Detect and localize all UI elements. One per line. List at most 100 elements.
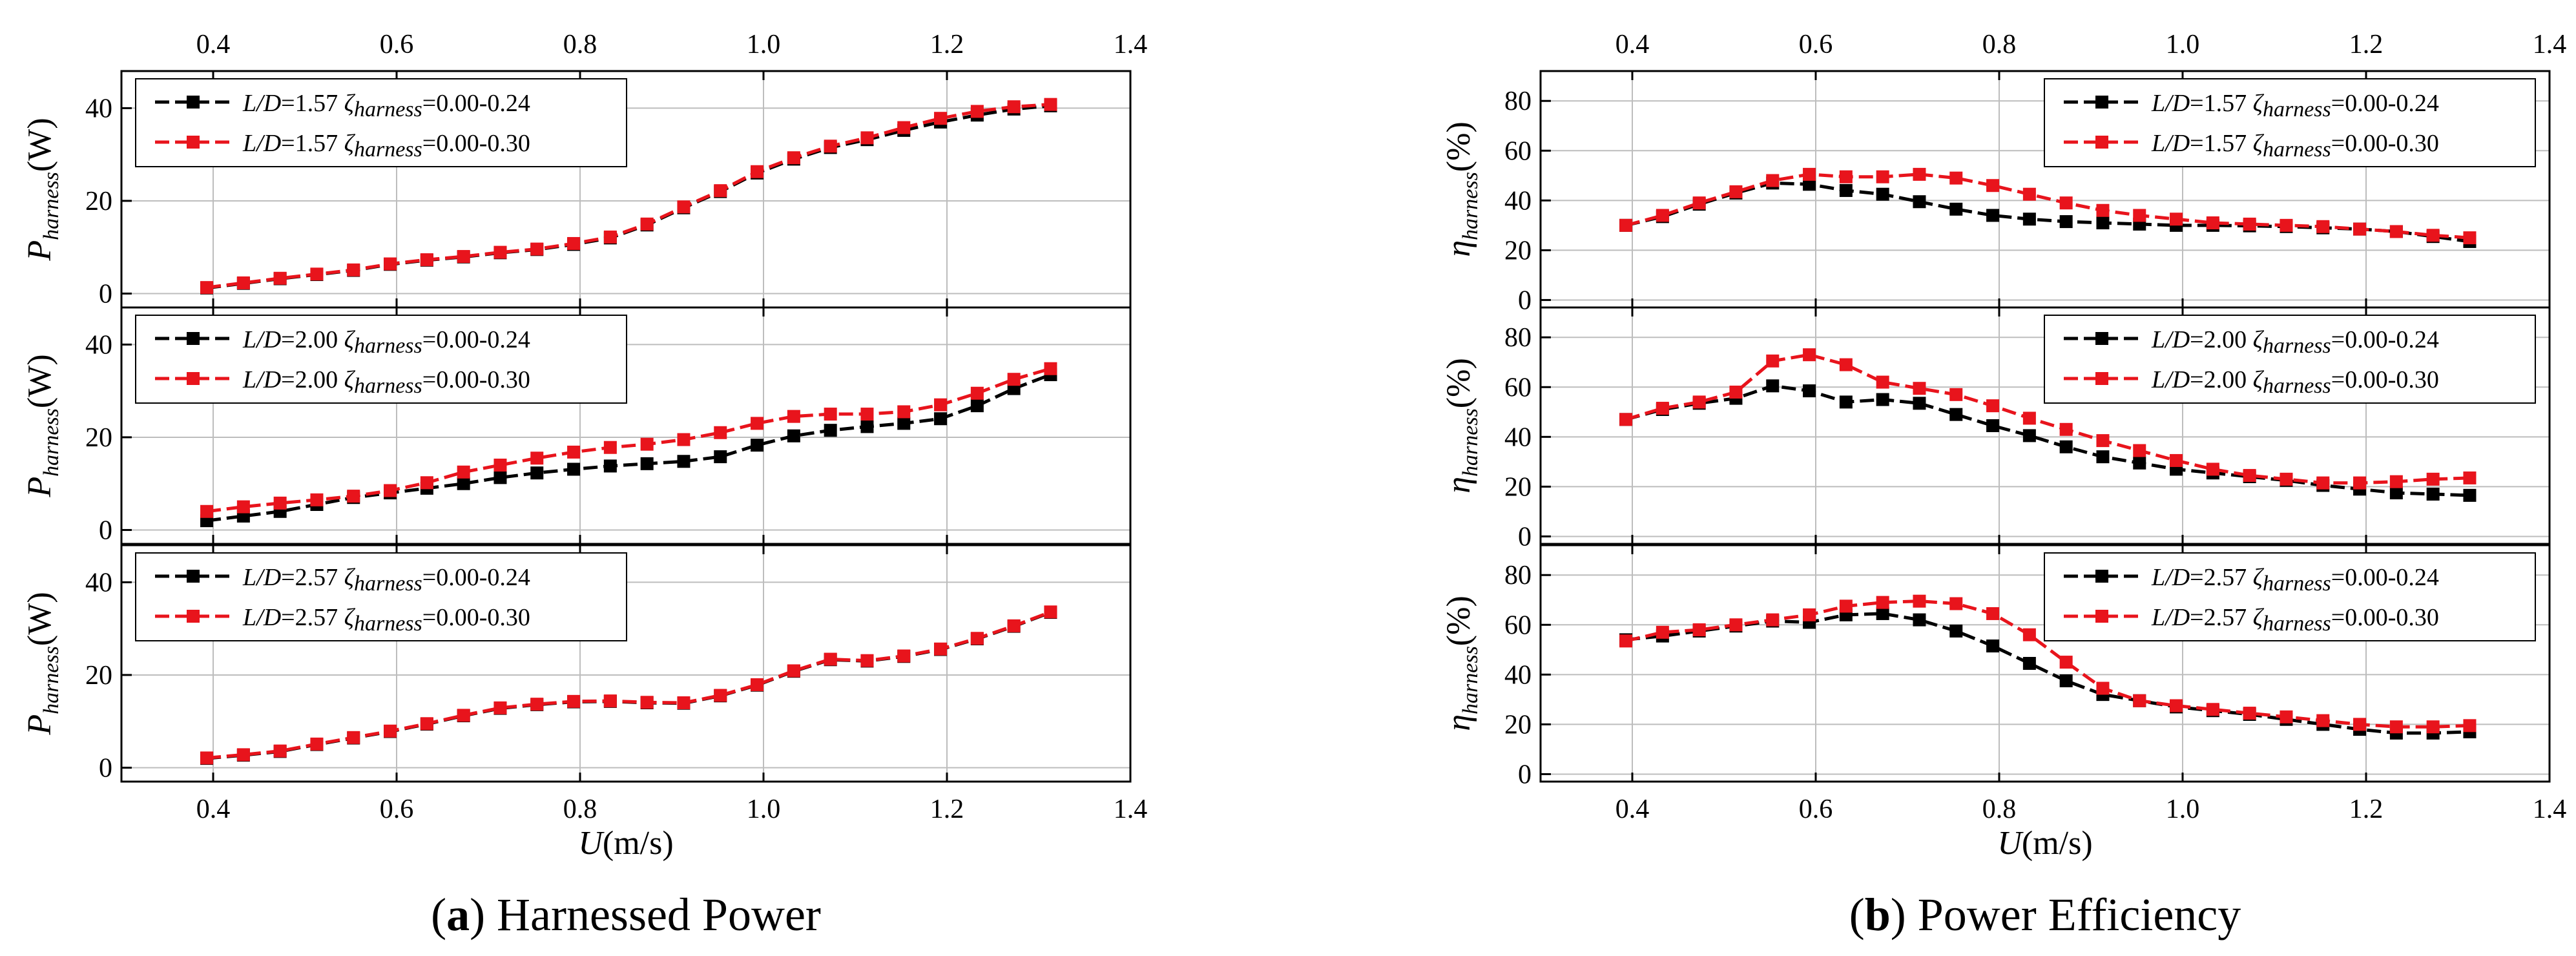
- data-point: [493, 459, 507, 472]
- data-point: [1656, 625, 1669, 639]
- data-point: [2463, 488, 2477, 502]
- data-point: [1949, 202, 1963, 216]
- data-point: [1913, 382, 1926, 395]
- data-point: [2389, 486, 2403, 500]
- data-point: [1692, 623, 1706, 636]
- data-point: [860, 654, 874, 667]
- data-point: [347, 731, 360, 744]
- legend-entry-label: L/D=1.57 ζharness=0.00-0.30: [242, 130, 530, 161]
- data-point: [1044, 98, 1057, 111]
- data-point: [1913, 167, 1926, 181]
- data-point: [640, 457, 654, 470]
- data-point: [1986, 399, 2000, 413]
- data-point: [2170, 213, 2183, 226]
- legend-entry-label: L/D=2.57 ζharness=0.00-0.30: [242, 604, 530, 636]
- data-point: [310, 267, 324, 281]
- data-point: [1949, 624, 1963, 638]
- legend-entry-label: L/D=2.57 ζharness=0.00-0.24: [2151, 564, 2439, 596]
- x-tick-label-top: 1.2: [930, 30, 964, 59]
- data-point: [2059, 196, 2073, 210]
- data-point: [1044, 362, 1057, 375]
- data-point: [1949, 408, 1963, 421]
- data-point: [1839, 395, 1853, 409]
- data-point: [1876, 596, 1889, 609]
- data-point: [2316, 476, 2330, 490]
- data-point: [2022, 187, 2036, 201]
- data-point: [384, 484, 397, 497]
- data-point: [714, 689, 727, 702]
- data-point: [2206, 216, 2219, 230]
- data-point: [1876, 393, 1889, 406]
- x-axis-b: 0.4 0.4 0.6 0.6 0.8 0.8 1.0 1.0 1.2 1.2 1.4 1.4 U(m/…: [1615, 30, 2567, 940]
- data-point: [1007, 100, 1021, 114]
- x-tick-label-top: 1.4: [1114, 30, 1148, 59]
- data-point: [1876, 375, 1889, 389]
- y-tick-label: 0: [99, 515, 112, 545]
- data-point: [824, 652, 837, 666]
- y-tick-label: 40: [1504, 422, 1532, 452]
- data-point: [824, 408, 837, 421]
- data-point: [751, 417, 764, 430]
- legend-swatch-marker: [2095, 96, 2108, 109]
- data-point: [714, 184, 727, 198]
- data-point: [2463, 231, 2477, 245]
- x-tick-label-bottom: 1.4: [1114, 795, 1148, 824]
- y-tick-label: 40: [1504, 186, 1532, 216]
- legend-entry-label: L/D=2.57 ζharness=0.00-0.30: [2151, 604, 2439, 636]
- data-point: [384, 257, 397, 271]
- data-point: [1803, 348, 1816, 362]
- y-tick-label: 0: [1518, 760, 1532, 789]
- data-point: [2426, 720, 2440, 734]
- data-point: [2022, 628, 2036, 641]
- y-tick-label: 0: [99, 279, 112, 309]
- legend-swatch-marker: [187, 610, 200, 623]
- data-point: [603, 694, 617, 708]
- legend-entry-label: L/D=2.00 ζharness=0.00-0.30: [242, 366, 530, 398]
- data-point: [714, 450, 727, 464]
- legend: L/D=2.57 ζharness=0.00-0.24 L/D=2.57 ζhar…: [2044, 552, 2536, 641]
- data-point: [860, 131, 874, 145]
- data-point: [567, 236, 581, 250]
- x-tick-label-top: 0.4: [196, 30, 231, 59]
- x-tick-label-bottom: 0.6: [1799, 795, 1833, 824]
- data-point: [1803, 608, 1816, 621]
- data-point: [1766, 354, 1780, 368]
- data-point: [2243, 469, 2256, 483]
- data-point: [2096, 681, 2110, 695]
- data-point: [2133, 444, 2146, 457]
- data-point: [787, 151, 800, 165]
- x-tick-label-top: 1.0: [747, 30, 781, 59]
- data-point: [2059, 215, 2073, 229]
- legend-swatch-marker: [2095, 610, 2108, 623]
- data-point: [1803, 384, 1816, 398]
- legend-entry-label: L/D=2.00 ζharness=0.00-0.30: [2151, 366, 2439, 398]
- plot-panel-b-2: 0 20 40 60 80 ηharness(%) L/D=2.00 ζharness=0.…: [1440, 306, 2551, 552]
- plot-panel-a-3: 0 20 40 Pharness(W) L/D=2.57 ζharness=0.00-0…: [21, 544, 1132, 783]
- x-tick-label-bottom: 0.4: [1615, 795, 1650, 824]
- data-point: [2353, 222, 2367, 236]
- legend-entry-label: L/D=2.57 ζharness=0.00-0.24: [242, 564, 530, 596]
- data-point: [420, 476, 433, 490]
- data-point: [2243, 707, 2256, 720]
- data-point: [2280, 472, 2293, 486]
- data-point: [2096, 203, 2110, 217]
- data-point: [200, 751, 214, 765]
- data-point: [1729, 618, 1743, 632]
- y-tick-label: 20: [85, 187, 112, 216]
- data-point: [934, 398, 948, 411]
- data-point: [677, 200, 691, 214]
- legend: L/D=2.00 ζharness=0.00-0.24 L/D=2.00 ζhar…: [2044, 315, 2536, 404]
- x-tick-label-bottom: 1.0: [2166, 795, 2200, 824]
- data-point: [2133, 456, 2146, 470]
- data-point: [897, 649, 911, 663]
- data-point: [2133, 694, 2146, 707]
- data-point: [970, 632, 984, 645]
- y-tick-label: 60: [1504, 373, 1532, 402]
- legend-box: [135, 315, 627, 404]
- data-point: [1619, 634, 1633, 648]
- y-tick-label: 40: [85, 94, 112, 123]
- x-tick-label-bottom: 1.2: [2349, 795, 2384, 824]
- x-tick-label-top: 0.8: [563, 30, 597, 59]
- data-point: [1949, 171, 1963, 185]
- legend-swatch-marker: [187, 96, 200, 109]
